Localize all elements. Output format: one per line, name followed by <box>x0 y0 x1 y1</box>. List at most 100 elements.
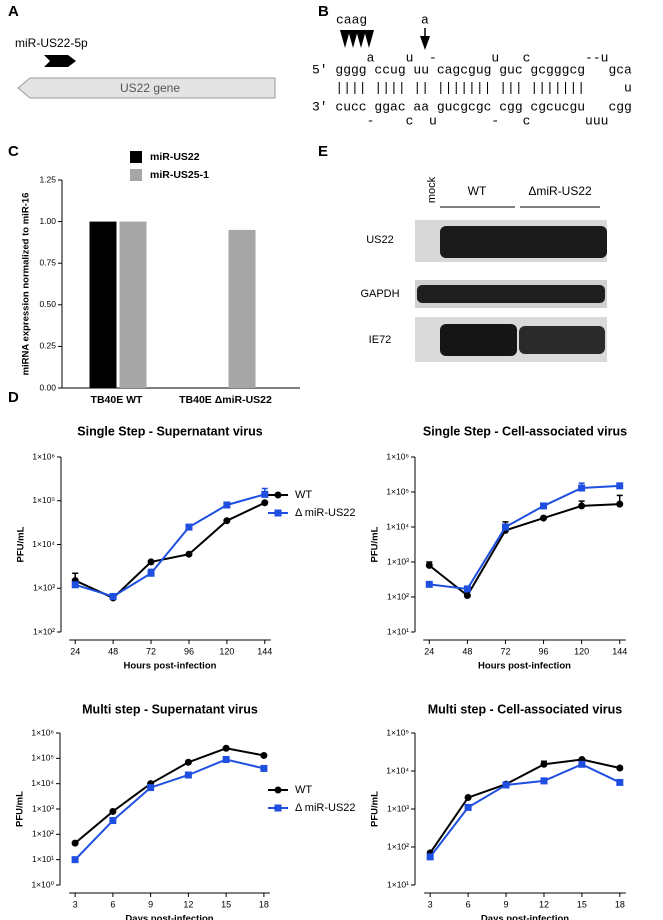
marker <box>109 817 117 825</box>
panel-label: E <box>318 143 328 160</box>
panel-label: C <box>8 143 19 160</box>
x-tick-label: 120 <box>219 646 234 656</box>
line <box>429 484 620 591</box>
line <box>428 503 620 598</box>
x-tick-label: 18 <box>259 899 269 909</box>
x-tick-label: TB40E ΔmiR-US22 <box>179 394 272 406</box>
y-tick-label: 1×10¹ <box>387 626 409 636</box>
line <box>429 763 621 858</box>
x-axis-label: Days post-infection <box>481 914 569 920</box>
marker <box>616 778 624 786</box>
marker <box>109 592 117 600</box>
y-tick-label: 1×10² <box>387 841 409 851</box>
marker <box>540 777 548 785</box>
marker <box>71 581 79 589</box>
mutation-label: caag <box>336 12 367 27</box>
marker <box>222 744 230 752</box>
x-tick-label: 24 <box>424 646 434 656</box>
legend-swatch <box>130 169 142 181</box>
y-tick-label: 1×10⁴ <box>31 778 54 788</box>
x-tick-label: 3 <box>428 899 433 909</box>
marker <box>147 784 155 792</box>
chart-title: Multi step - Cell-associated virus <box>428 702 623 716</box>
group-label: WT <box>468 184 487 198</box>
x-tick-label: 48 <box>108 646 118 656</box>
marker <box>260 764 268 772</box>
y-tick-label: 1×10² <box>33 626 55 636</box>
gene-arrow <box>17 77 276 99</box>
legend-marker <box>274 786 282 794</box>
mirna-label: miR-US22-5p <box>15 36 88 50</box>
y-tick-label: 1×10¹ <box>387 879 409 889</box>
marker <box>147 569 155 577</box>
y-tick-label: 1.00 <box>39 216 56 226</box>
legend-label: miR-US22 <box>150 151 200 163</box>
y-tick-label: 1×10³ <box>387 803 409 813</box>
y-tick-label: 1×10³ <box>32 803 54 813</box>
y-tick-label: 0.50 <box>39 299 56 309</box>
marker <box>71 839 79 847</box>
x-tick-label: 9 <box>504 899 509 909</box>
x-tick-label: 120 <box>574 646 589 656</box>
y-tick-label: 1×10² <box>387 591 409 601</box>
marker <box>223 501 231 509</box>
y-axis-label: miRNA expression normalized to miR-16 <box>21 193 32 376</box>
legend-label: Δ miR-US22 <box>295 507 356 519</box>
y-tick-label: 1×10² <box>32 829 54 839</box>
x-tick-label: 15 <box>577 899 587 909</box>
blot-row-label: US22 <box>366 234 394 246</box>
y-tick-label: 1×10⁵ <box>31 753 54 763</box>
marker <box>425 580 433 588</box>
line <box>74 747 265 844</box>
y-tick-label: 0.25 <box>39 341 56 351</box>
marker <box>185 523 193 531</box>
x-tick-label: 144 <box>257 646 272 656</box>
marker <box>502 781 510 789</box>
marker <box>147 558 155 566</box>
marker <box>261 490 269 498</box>
y-tick-label: 1×10³ <box>387 556 409 566</box>
x-tick-label: 96 <box>539 646 549 656</box>
marker <box>426 853 434 861</box>
bar <box>89 221 117 388</box>
y-tick-label: 1×10⁴ <box>32 539 55 549</box>
y-tick-label: 1×10⁶ <box>32 451 55 461</box>
y-tick-label: 1×10⁵ <box>386 727 409 737</box>
bar <box>119 221 147 388</box>
marker <box>184 771 192 779</box>
marker <box>184 758 192 766</box>
legend-marker <box>274 509 282 517</box>
y-axis-label: PFU/mL <box>370 791 381 827</box>
panel-label: B <box>318 3 329 20</box>
chart-title: Multi step - Supernatant virus <box>82 702 258 716</box>
marker <box>109 807 117 815</box>
legend-label: WT <box>295 489 312 501</box>
marker <box>223 517 231 525</box>
marker <box>616 500 624 508</box>
hairpin-line: 3′ cucc ggac aa gucgcgc cgg cgcucgu cgg <box>312 99 632 114</box>
y-axis-label: PFU/mL <box>16 526 27 562</box>
chart-title: Single Step - Cell-associated virus <box>423 424 627 438</box>
marker <box>540 502 548 510</box>
y-tick-label: 1×10⁴ <box>386 765 409 775</box>
x-tick-label: 72 <box>146 646 156 656</box>
mutation-arrows <box>340 28 430 50</box>
legend-label: WT <box>295 784 312 796</box>
marker <box>578 484 586 492</box>
marker <box>463 592 471 600</box>
y-tick-label: 1×10⁵ <box>32 495 55 505</box>
marker <box>578 760 586 768</box>
legend-swatch <box>130 151 142 163</box>
legend-marker <box>274 804 282 812</box>
y-tick-label: 1×10⁶ <box>31 727 54 737</box>
y-tick-label: 1×10¹ <box>32 854 54 864</box>
marker <box>464 803 472 811</box>
x-tick-label: 18 <box>615 899 625 909</box>
mirna-arrow <box>44 55 76 67</box>
marker <box>616 482 624 490</box>
hairpin-line: a u - u c --u <box>312 50 608 65</box>
hairpin-line: 5′ gggg ccug uu cagcgug guc gcgggcg gca <box>312 62 632 77</box>
blot-row-label: GAPDH <box>360 288 399 300</box>
blot <box>415 220 607 362</box>
